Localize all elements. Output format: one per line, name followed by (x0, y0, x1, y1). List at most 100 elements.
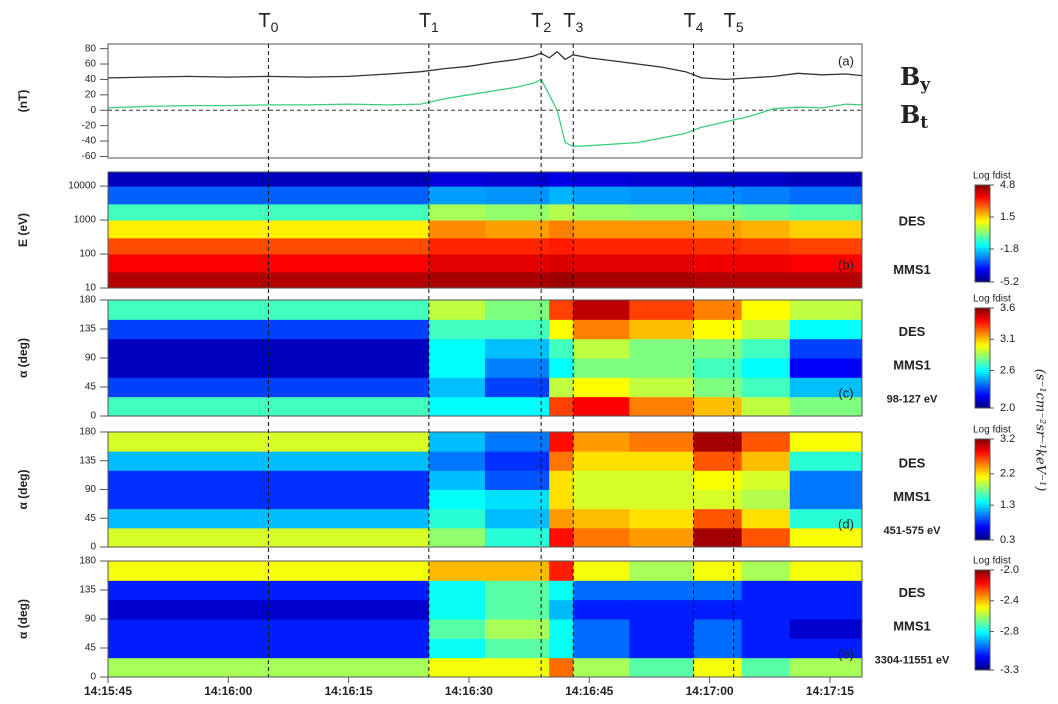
heatmap-cell (485, 470, 550, 490)
colorbar-step (975, 248, 990, 251)
heatmap-cell (428, 203, 486, 221)
heatmap-cell (629, 599, 695, 620)
y-axis-label: α (deg) (16, 599, 30, 639)
heatmap-cell (485, 300, 550, 320)
side-label: DES (899, 213, 926, 228)
heatmap-cell (549, 580, 574, 601)
heatmap-cell (629, 237, 695, 255)
colorbar-step (975, 323, 990, 326)
colorbar-tick-label: -2.0 (1000, 564, 1019, 576)
colorbar-tick-label: 4.8 (1000, 179, 1015, 191)
heatmap-cell (573, 338, 630, 359)
colorbar-step (975, 395, 990, 399)
colorbar-step (975, 365, 990, 369)
colorbar-step (975, 471, 990, 475)
y-tick-label: -40 (82, 136, 97, 147)
colorbar-step (975, 597, 990, 601)
colorbar-step (975, 189, 990, 193)
colorbar-step (975, 385, 990, 389)
heatmap-cell (428, 489, 486, 510)
colorbar-step (975, 577, 990, 581)
heatmap-cell (629, 338, 695, 359)
colorbar-step (975, 650, 990, 653)
heatmap-cell (485, 599, 550, 620)
colorbar-step (975, 252, 990, 256)
colorbar-step (975, 216, 990, 220)
colorbar-step (975, 514, 990, 518)
colorbar-step (975, 585, 990, 588)
heatmap-cell (549, 300, 574, 320)
heatmap-cell (573, 300, 630, 320)
x-tick-label: 14:17:00 (686, 684, 734, 698)
x-tick-label: 14:16:00 (204, 684, 252, 698)
heatmap-cell (629, 271, 695, 289)
colorbar-step (975, 489, 990, 493)
heatmap-cell (549, 319, 574, 340)
colorbar-step (975, 532, 990, 536)
colorbar-step (975, 243, 990, 247)
colorbar-step (975, 185, 990, 188)
colorbar-step (975, 204, 990, 208)
colorbar-step (975, 512, 990, 516)
heatmap-cell (485, 580, 550, 601)
colorbar-step (975, 454, 990, 458)
y-tick-label: -60 (82, 151, 97, 162)
heatmap-cell (428, 396, 486, 417)
colorbar-step (975, 214, 990, 218)
heatmap-cell (573, 220, 630, 239)
colorbar-step (975, 620, 990, 623)
heatmap-cell (428, 561, 486, 581)
heatmap-cell (428, 300, 486, 320)
heatmap-cell (428, 580, 486, 601)
heatmap-cell (573, 186, 630, 205)
heatmap-cell (549, 638, 574, 659)
heatmap-cell (629, 657, 695, 678)
colorbar-step (975, 335, 990, 339)
colorbar-step (975, 274, 990, 278)
heatmap-cell (428, 451, 486, 471)
colorbar-unit: (s⁻¹cm⁻²sr⁻¹keV⁻¹) (1033, 369, 1048, 492)
colorbar-step (975, 444, 990, 448)
heatmap-cell (573, 254, 630, 273)
colorbar-step (975, 373, 990, 376)
heatmap-cell (789, 527, 863, 548)
heatmap-cell (108, 319, 430, 340)
colorbar-step (975, 250, 990, 254)
side-label: MMS1 (893, 262, 931, 277)
colorbar-step (975, 625, 990, 628)
heatmap-cell (629, 489, 695, 510)
colorbar-step (975, 378, 990, 381)
y-tick-label: 90 (85, 484, 97, 495)
heatmap-cell (693, 396, 743, 417)
heatmap-cell (789, 338, 863, 359)
heatmap-cell (573, 580, 630, 601)
heatmap-cell (629, 254, 695, 273)
colorbar-step (975, 665, 990, 668)
heatmap-cell (789, 254, 863, 273)
side-label: DES (899, 456, 926, 471)
colorbar-step (975, 390, 990, 394)
side-label: MMS1 (893, 489, 931, 504)
heatmap-cell (573, 451, 630, 471)
colorbar-tick-label: -2.8 (1000, 625, 1019, 637)
heatmap-cell (428, 319, 486, 340)
colorbar-step (975, 655, 990, 658)
heatmap-cell (693, 599, 743, 620)
colorbar-step (975, 486, 990, 490)
colorbar-step (975, 507, 990, 511)
heatmap-cell (629, 561, 695, 581)
colorbar-step (975, 534, 990, 538)
heatmap-cell (789, 172, 863, 187)
colorbar-step (975, 262, 990, 266)
heatmap-cell (629, 396, 695, 417)
x-tick-label: 14:17:15 (806, 684, 854, 698)
colorbar-step (975, 277, 990, 281)
colorbar-step (975, 209, 990, 213)
colorbar-step (975, 255, 990, 259)
colorbar-step (975, 223, 990, 227)
colorbar-title: Log fdist (973, 425, 1011, 436)
colorbar-step (975, 479, 990, 483)
heatmap-cell (693, 203, 743, 221)
panel-letter: (d) (838, 516, 854, 531)
heatmap-cell (428, 254, 486, 273)
